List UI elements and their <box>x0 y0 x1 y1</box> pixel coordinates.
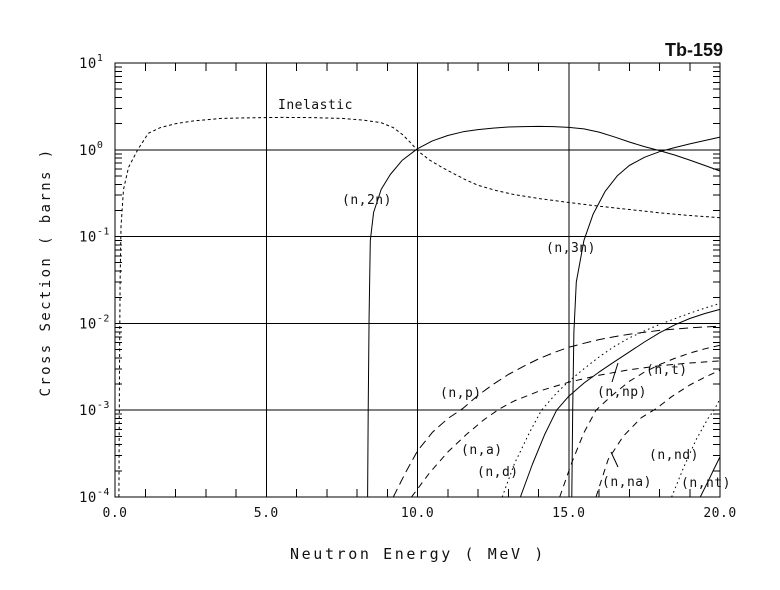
y-axis-title: Cross Section ( barns ) <box>38 147 54 396</box>
curve-label-na: (n,a) <box>461 443 503 458</box>
y-tick-label-1e1: 101 <box>79 53 103 72</box>
series-nd <box>501 302 721 498</box>
series-np <box>392 325 721 498</box>
x-tick-label-20.0: 20.0 <box>703 506 736 521</box>
label-leader-line-1 <box>610 451 619 468</box>
curve-label-nnp: (n,np) <box>597 385 647 400</box>
series-n2n <box>367 125 721 498</box>
curve-label-nnd: (n,nd) <box>649 448 699 463</box>
tick-layer: 0.0 5.0 10.0 15.0 20.0 101 100 10-1 10-2 10-3 10-4 <box>79 53 736 521</box>
series-inelastic <box>118 116 721 498</box>
curve-label-nd: (n,d) <box>477 465 519 480</box>
x-axis-title: Neutron Energy ( MeV ) <box>290 545 546 563</box>
curve-label-nt: (n,t) <box>646 363 688 378</box>
series-nt <box>559 344 721 498</box>
curve-label-nna: (n,na) <box>602 475 652 490</box>
series-layer <box>118 116 721 498</box>
x-tick-label-0.0: 0.0 <box>103 506 128 521</box>
y-tick-label-1e-2: 10-2 <box>79 313 110 332</box>
series-na <box>411 360 721 498</box>
curve-label-n3n: (n,3n) <box>546 241 596 256</box>
x-tick-label-5.0: 5.0 <box>254 506 279 521</box>
curve-label-inelastic: Inelastic <box>278 98 353 113</box>
x-tick-label-15.0: 15.0 <box>552 506 585 521</box>
x-tick-label-10.0: 10.0 <box>401 506 434 521</box>
label-leader-line-0 <box>611 362 619 383</box>
curve-label-np: (n,p) <box>440 386 482 401</box>
series-n3n <box>571 136 721 498</box>
series-nna <box>595 369 721 498</box>
y-tick-label-1e0: 100 <box>79 140 103 159</box>
plot-frame <box>114 62 721 498</box>
grid-layer <box>114 62 721 498</box>
curve-label-n2n: (n,2n) <box>342 193 392 208</box>
y-tick-label-1e-3: 10-3 <box>79 400 110 419</box>
series-nnp <box>519 308 721 498</box>
series-nnt <box>699 456 721 498</box>
y-tick-label-1e-1: 10-1 <box>79 227 110 246</box>
label-layer: Inelastic (n,2n) (n,3n) (n,p) (n,a) (n,d) (n,n… <box>278 98 731 491</box>
plot-title: Tb-159 <box>665 40 723 60</box>
curve-label-nnt: (n,nt) <box>681 476 731 491</box>
y-tick-label-1e-4: 10-4 <box>79 487 110 506</box>
